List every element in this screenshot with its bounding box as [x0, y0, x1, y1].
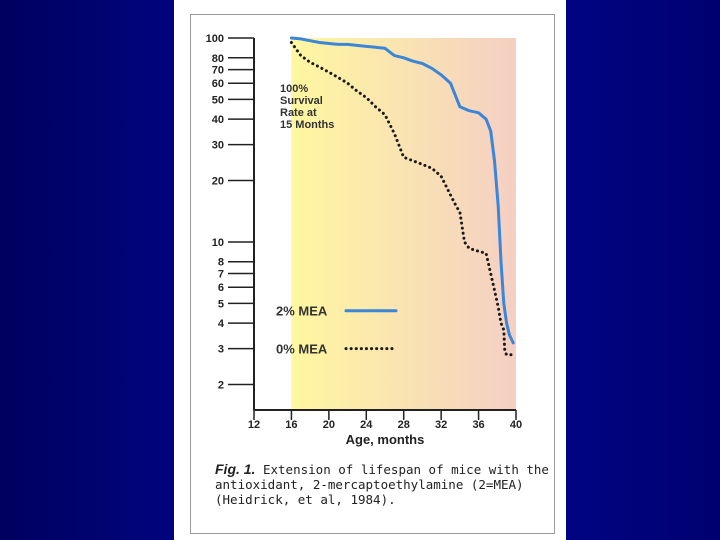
series-line-0-mea [289, 41, 513, 357]
x-tick-label: 12 [248, 419, 260, 431]
y-tick-label: 5 [218, 298, 224, 310]
x-tick-label: 16 [285, 419, 297, 431]
y-tick-label: 7 [218, 269, 224, 281]
y-tick-label: 30 [212, 140, 224, 152]
figure-caption: Fig. 1. Extension of lifespan of mice wi… [215, 461, 555, 508]
plot-background [291, 38, 516, 410]
y-tick-label: 2 [218, 380, 224, 392]
y-tick-label: 60 [212, 78, 224, 90]
y-tick-label: 6 [218, 282, 224, 294]
x-tick-label: 24 [360, 419, 373, 431]
y-tick-label: 70 [212, 65, 224, 77]
series-lines [289, 36, 515, 357]
survival-annotation: 100% Survival Rate at 15 Months [280, 83, 334, 131]
caption-label: Fig. 1. [215, 461, 256, 477]
legend-label: 0% MEA [276, 342, 328, 357]
y-tick-label: 50 [212, 94, 224, 106]
y-tick-label: 3 [218, 344, 224, 356]
y-tick-label: 10 [212, 237, 224, 249]
x-tick-label: 36 [472, 419, 484, 431]
caption-text: Extension of lifespan of mice with the a… [215, 462, 549, 507]
y-tick-label: 20 [212, 176, 224, 188]
x-tick-label: 28 [398, 419, 410, 431]
y-tick-label: 8 [218, 257, 224, 269]
series-line-2-mea [289, 36, 515, 345]
x-tick-label: 40 [510, 419, 522, 431]
y-tick-label: 100 [206, 33, 224, 45]
x-axis-label: Age, months [346, 432, 425, 447]
legend: 2% MEA 0% MEA [276, 304, 398, 357]
y-tick-label: 40 [212, 114, 224, 126]
y-tick-label: 80 [212, 53, 224, 65]
y-tick-label: 4 [218, 318, 225, 330]
x-tick-label: 32 [435, 419, 447, 431]
legend-label: 2% MEA [276, 304, 328, 319]
x-tick-label: 20 [323, 419, 335, 431]
